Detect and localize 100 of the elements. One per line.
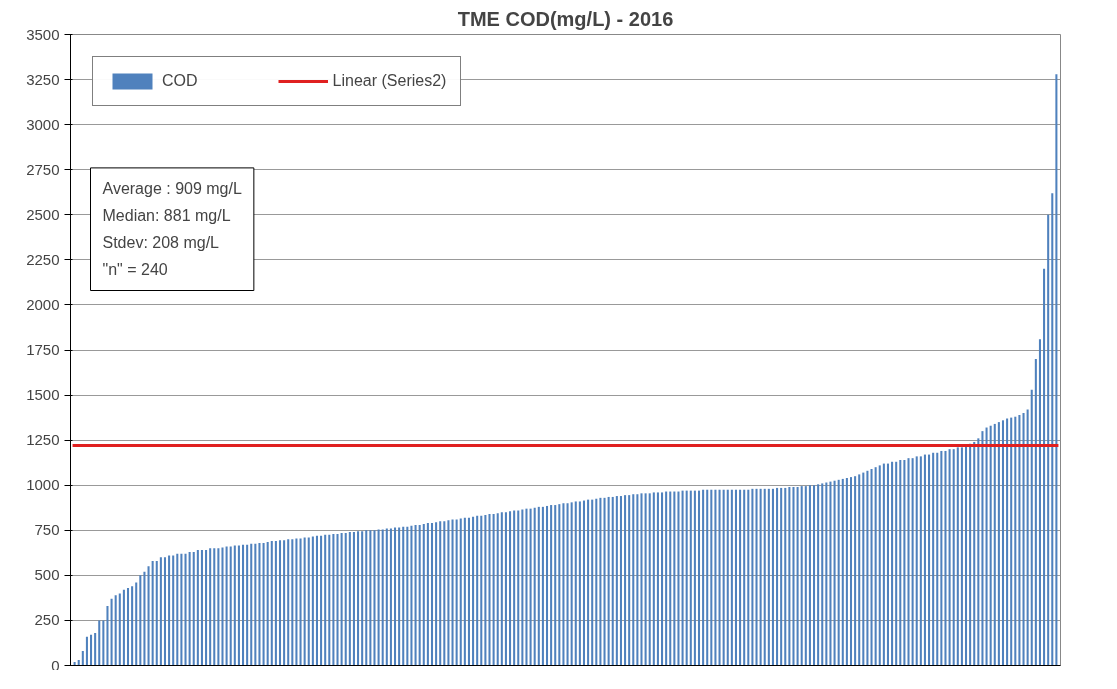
bar [262,542,265,666]
bar [895,461,898,666]
annotation: Stdev: 208 mg/L [102,234,220,252]
bar [562,503,565,666]
bar [258,542,261,666]
bar [1055,74,1058,666]
bar [566,503,569,666]
bar [829,481,832,666]
bar [656,492,659,666]
bar [159,557,162,666]
bar [858,474,861,666]
bar [299,538,302,666]
bar [529,508,532,666]
bar [118,593,121,666]
bar [463,517,466,666]
bar [932,452,935,666]
bar [135,582,138,666]
bar [172,555,175,666]
bar [324,534,327,666]
bar [587,499,590,666]
bar [332,533,335,666]
bar [410,525,413,666]
bar [665,491,668,666]
bar [484,514,487,666]
bar [270,541,273,666]
bar [615,496,618,666]
bar [825,482,828,666]
bar [833,480,836,666]
bar [595,498,598,666]
bar [336,533,339,666]
bar [997,422,1000,666]
bar [989,425,992,666]
bar [743,489,746,666]
bar [426,523,429,666]
bar [677,491,680,666]
bar [891,461,894,666]
bar [398,527,401,666]
chart-title: TME COD(mg/L) - 2016 [457,7,674,30]
bar [352,532,355,666]
bar [500,512,503,666]
bar [578,501,581,666]
bar [184,553,187,666]
bar [143,571,146,666]
y-tick-label: 3250 [26,70,60,88]
bar [402,526,405,666]
bar [554,505,557,666]
bar [85,636,88,666]
bar [948,449,951,666]
bar [278,540,282,666]
bar [726,489,729,666]
bar [139,575,142,666]
bar [599,497,602,666]
bar [430,523,434,666]
y-tick-label: 1500 [26,386,60,404]
bar [1051,193,1054,666]
bar [640,493,643,666]
bar [1038,339,1041,666]
bar [1026,409,1029,666]
bar [357,531,360,666]
bar [558,504,561,666]
bar [661,492,664,666]
bar [480,515,483,666]
bar [574,501,577,666]
bar [291,539,294,666]
bar [295,538,298,666]
bar [734,489,737,666]
bar [1030,389,1033,666]
annotation: Average : 909 mg/L [102,179,242,197]
bar [854,476,857,666]
bar [254,543,257,666]
bar [944,450,947,666]
bar [784,487,787,666]
bar [681,490,684,666]
bar [591,499,594,666]
bar [780,487,783,666]
bar [163,557,167,666]
bar [689,490,692,666]
bar [533,507,536,666]
bar [706,489,709,666]
bar [718,489,721,666]
bar [307,537,310,666]
bar [837,479,840,666]
bar [730,489,733,666]
bar [213,548,216,666]
bar [513,510,516,666]
bar [697,490,701,666]
bar [394,527,397,666]
bar [443,521,446,666]
bar [722,489,725,666]
bar [521,509,524,666]
bar [303,537,306,666]
bar [714,489,717,666]
bar [348,532,351,666]
y-tick-label: 2500 [26,205,60,223]
bar [652,492,655,666]
bar [882,463,885,666]
bar [936,452,939,666]
bar [246,544,249,666]
bar [496,513,499,666]
bar [1034,359,1037,666]
